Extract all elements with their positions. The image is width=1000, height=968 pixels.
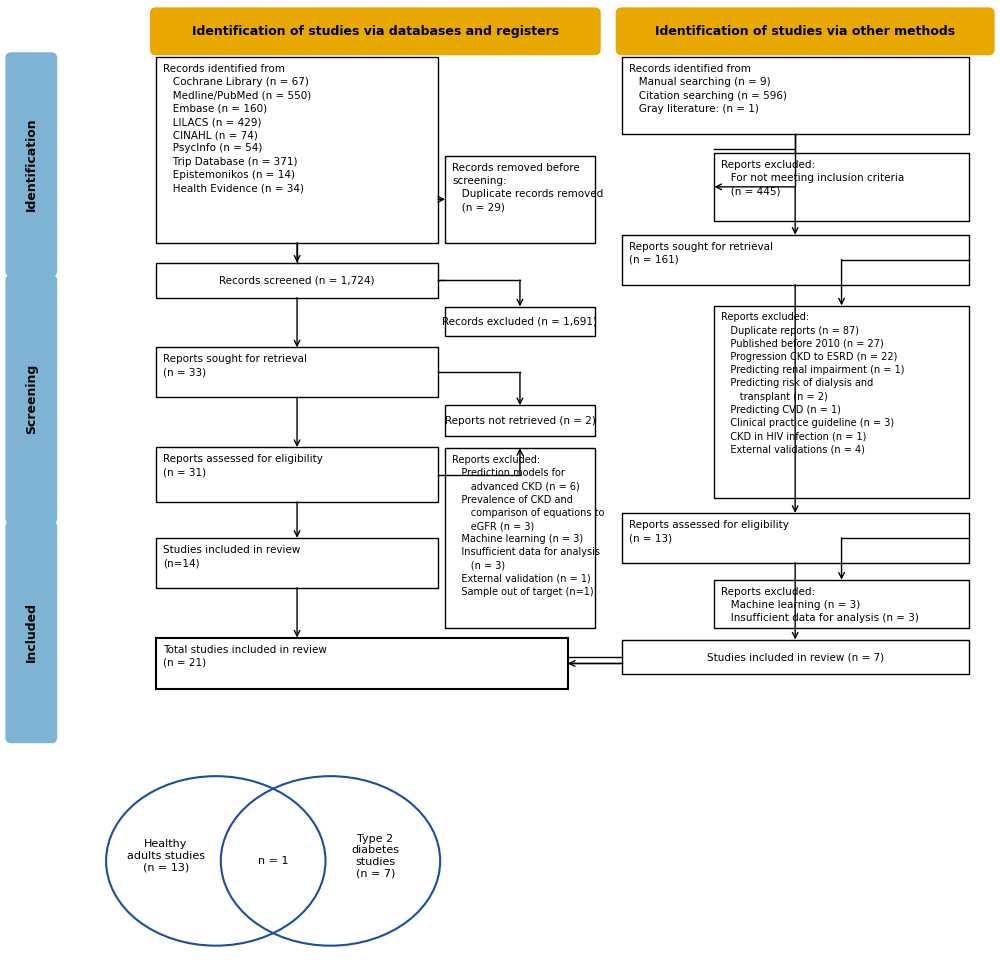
Text: Identification: Identification <box>25 117 38 211</box>
Text: Records excluded (n = 1,691): Records excluded (n = 1,691) <box>442 317 597 326</box>
FancyBboxPatch shape <box>150 8 601 55</box>
FancyBboxPatch shape <box>622 640 969 675</box>
Text: Reports assessed for eligibility
(n = 31): Reports assessed for eligibility (n = 31… <box>163 454 323 477</box>
FancyBboxPatch shape <box>622 57 969 134</box>
Text: Reports assessed for eligibility
(n = 13): Reports assessed for eligibility (n = 13… <box>629 520 789 543</box>
Text: Studies included in review
(n=14): Studies included in review (n=14) <box>163 545 300 568</box>
FancyBboxPatch shape <box>156 262 438 297</box>
FancyBboxPatch shape <box>714 153 969 221</box>
Text: Records removed before
screening:
   Duplicate records removed
   (n = 29): Records removed before screening: Duplic… <box>452 163 603 213</box>
FancyBboxPatch shape <box>714 306 969 498</box>
FancyBboxPatch shape <box>714 580 969 627</box>
FancyBboxPatch shape <box>616 8 995 55</box>
Text: Identification of studies via other methods: Identification of studies via other meth… <box>655 25 955 38</box>
FancyBboxPatch shape <box>445 406 595 437</box>
FancyBboxPatch shape <box>156 57 438 243</box>
Text: Reports not retrieved (n = 2): Reports not retrieved (n = 2) <box>445 415 595 426</box>
FancyBboxPatch shape <box>5 521 57 743</box>
FancyBboxPatch shape <box>5 275 57 524</box>
Text: Studies included in review (n = 7): Studies included in review (n = 7) <box>707 652 884 662</box>
FancyBboxPatch shape <box>5 52 57 277</box>
Text: Healthy
adults studies
(n = 13): Healthy adults studies (n = 13) <box>127 839 205 872</box>
Text: Reports excluded:
   Machine learning (n = 3)
   Insufficient data for analysis : Reports excluded: Machine learning (n = … <box>721 587 919 623</box>
FancyBboxPatch shape <box>445 448 595 627</box>
FancyBboxPatch shape <box>445 156 595 243</box>
FancyBboxPatch shape <box>622 513 969 562</box>
Text: Included: Included <box>25 602 38 662</box>
FancyBboxPatch shape <box>156 348 438 397</box>
Text: Reports sought for retrieval
(n = 161): Reports sought for retrieval (n = 161) <box>629 242 773 265</box>
FancyBboxPatch shape <box>156 638 568 689</box>
Text: Screening: Screening <box>25 364 38 435</box>
Text: Total studies included in review
(n = 21): Total studies included in review (n = 21… <box>163 645 327 668</box>
Text: Records identified from
   Cochrane Library (n = 67)
   Medline/PubMed (n = 550): Records identified from Cochrane Library… <box>163 64 311 193</box>
Text: Reports excluded:
   For not meeting inclusion criteria
   (n = 445): Reports excluded: For not meeting inclus… <box>721 160 905 197</box>
FancyBboxPatch shape <box>445 307 595 337</box>
Text: Reports sought for retrieval
(n = 33): Reports sought for retrieval (n = 33) <box>163 354 307 378</box>
Text: Records screened (n = 1,724): Records screened (n = 1,724) <box>219 275 375 286</box>
FancyBboxPatch shape <box>156 538 438 588</box>
FancyBboxPatch shape <box>156 447 438 502</box>
Text: Reports excluded:
   Duplicate reports (n = 87)
   Published before 2010 (n = 27: Reports excluded: Duplicate reports (n =… <box>721 313 905 455</box>
Text: Records identified from
   Manual searching (n = 9)
   Citation searching (n = 5: Records identified from Manual searching… <box>629 64 787 114</box>
Text: Reports excluded:
   Prediction models for
      advanced CKD (n = 6)
   Prevale: Reports excluded: Prediction models for … <box>452 455 605 597</box>
Text: Identification of studies via databases and registers: Identification of studies via databases … <box>192 25 559 38</box>
Text: n = 1: n = 1 <box>258 856 288 866</box>
FancyBboxPatch shape <box>622 234 969 285</box>
Text: Type 2
diabetes
studies
(n = 7): Type 2 diabetes studies (n = 7) <box>351 833 399 878</box>
